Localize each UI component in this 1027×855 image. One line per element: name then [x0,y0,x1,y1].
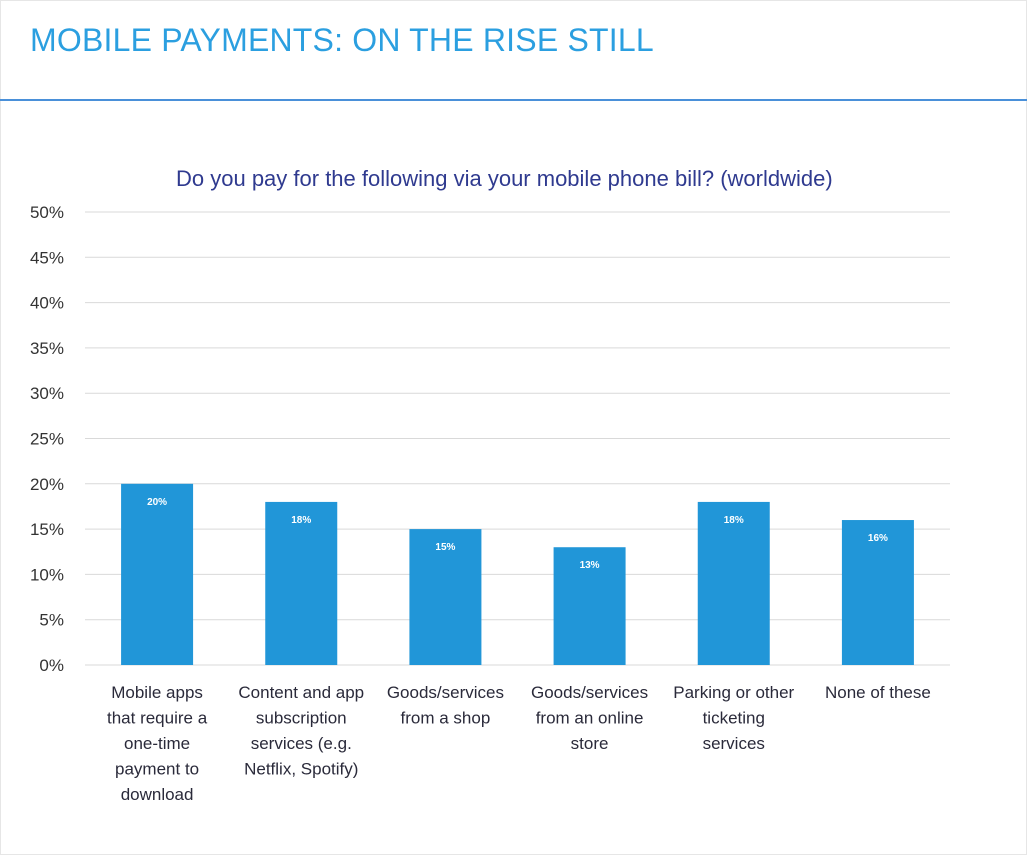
category-label-line: None of these [825,683,931,702]
y-tick-label: 25% [30,430,64,449]
data-label: 16% [868,533,888,544]
y-tick-label: 50% [30,203,64,222]
data-label: 20% [147,497,167,508]
category-label-line: subscription [256,709,347,728]
category-label: None of these [825,683,931,702]
bar[interactable] [553,547,626,665]
category-label-line: payment to [115,760,199,779]
data-label: 18% [291,515,311,526]
category-label-line: Netflix, Spotify) [244,760,358,779]
y-tick-label: 35% [30,339,64,358]
bar[interactable] [409,529,482,665]
bar[interactable] [121,483,194,665]
category-label-line: Mobile apps [111,683,203,702]
y-tick-label: 20% [30,475,64,494]
category-label-line: one-time [124,734,190,753]
bar[interactable] [697,501,770,665]
data-label: 13% [580,560,600,571]
y-tick-label: 40% [30,294,64,313]
category-label-line: ticketing [703,709,765,728]
category-label: Mobile apps that require a one-time payment… [107,683,208,804]
category-label-line: Goods/services [531,683,648,702]
category-label-line: services (e.g. [251,734,352,753]
chart-title: Do you pay for the following via your mo… [176,166,833,191]
bar[interactable] [841,520,914,665]
category-label-line: store [571,734,609,753]
y-tick-label: 10% [30,565,64,584]
category-label-line: that require a [107,709,208,728]
category-label-line: services [703,734,765,753]
y-tick-label: 0% [39,656,64,675]
bar[interactable] [265,501,338,665]
y-tick-label: 30% [30,384,64,403]
category-label: Goods/services from an online store [531,683,648,753]
category-label-line: from a shop [401,709,491,728]
category-label: Content and app subscription services (e.g… [238,683,364,779]
category-label: Parking or other ticketing services [673,683,794,753]
slide-title: MOBILE PAYMENTS: ON THE RISE STILL [30,22,654,58]
data-label: 15% [435,542,455,553]
data-label: 18% [724,515,744,526]
title-divider [0,99,1027,101]
category-label-line: Content and app [238,683,364,702]
category-label-line: Goods/services [387,683,504,702]
category-label: Goods/services from a shop [387,683,504,728]
y-tick-label: 5% [39,611,64,630]
y-tick-label: 45% [30,248,64,267]
y-tick-label: 15% [30,520,64,539]
category-label-line: download [121,785,194,804]
category-label-line: from an online [536,709,644,728]
category-label-line: Parking or other [673,683,794,702]
